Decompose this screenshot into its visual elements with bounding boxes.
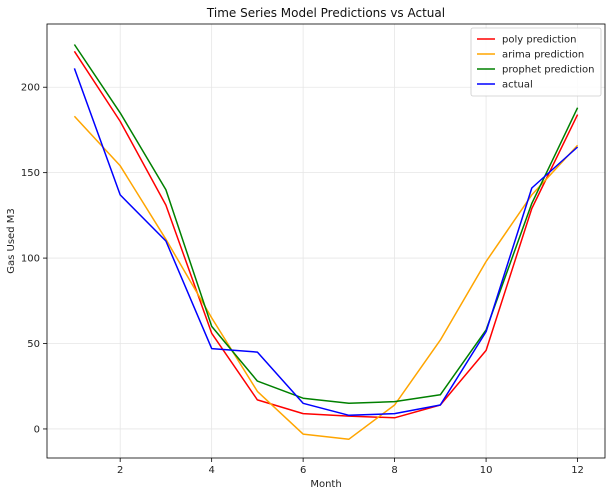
x-tick-label: 10 [480, 465, 493, 476]
x-tick-label: 8 [391, 465, 397, 476]
x-tick-label: 6 [300, 465, 306, 476]
y-tick-label: 150 [21, 168, 40, 179]
x-tick-label: 4 [208, 465, 214, 476]
legend-label-actual: actual [502, 80, 533, 91]
plot-frame [46, 23, 606, 459]
y-tick-label: 50 [27, 339, 40, 350]
y-tick-label: 100 [21, 254, 40, 265]
series-line-actual [73, 68, 579, 417]
legend-label-poly-prediction: poly prediction [502, 35, 577, 46]
y-tick-label: 200 [21, 83, 40, 94]
legend-label-arima-prediction: arima prediction [502, 50, 584, 61]
series-line-arima-prediction [73, 115, 579, 440]
series-lines [73, 44, 579, 440]
x-tick-label: 2 [117, 465, 123, 476]
y-axis-label: Gas Used M3 [6, 208, 17, 273]
axis-ticks: 2 4 6 8 10 12 0 50 100 150 200 [21, 83, 584, 476]
chart-title: Time Series Model Predictions vs Actual [206, 6, 445, 20]
x-tick-label: 12 [571, 465, 584, 476]
x-axis-label: Month [310, 479, 341, 490]
legend-label-prophet-prediction: prophet prediction [502, 65, 594, 76]
legend-box [470, 27, 602, 97]
series-line-poly-prediction [73, 50, 579, 419]
legend: poly prediction arima prediction prophet p… [470, 27, 602, 97]
y-tick-label: 0 [34, 424, 40, 435]
